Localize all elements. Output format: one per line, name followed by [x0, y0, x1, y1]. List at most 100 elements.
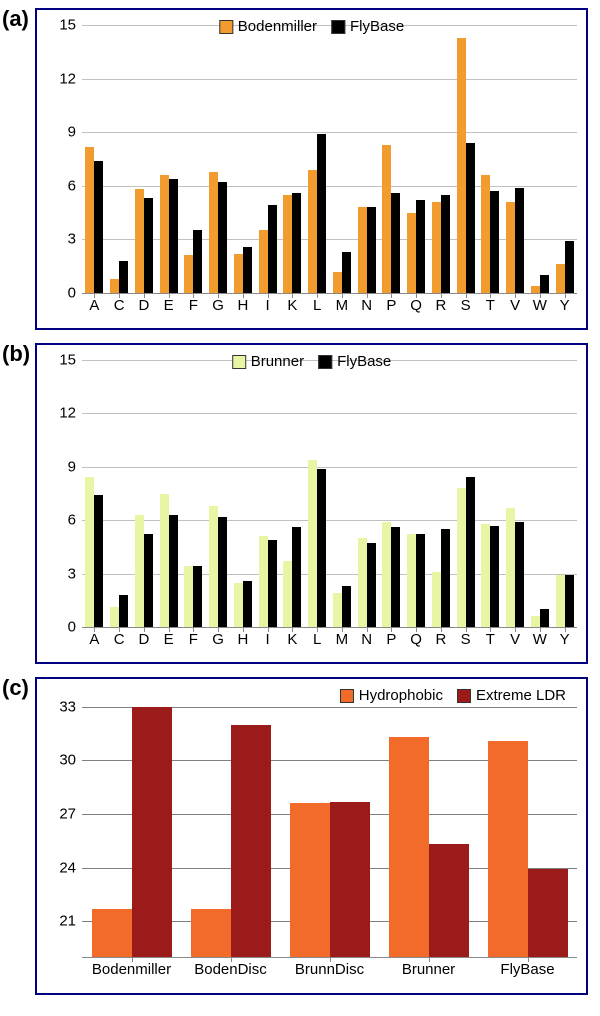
x-tick-label: C	[114, 627, 125, 648]
bar	[515, 522, 524, 627]
y-tick-label: 33	[46, 698, 82, 715]
bar	[209, 172, 218, 293]
panel_a-legend: BodenmillerFlyBase	[219, 18, 404, 35]
y-tick-label: 3	[46, 231, 82, 248]
bar	[565, 241, 574, 293]
legend-item: Hydrophobic	[340, 687, 443, 704]
x-tick-label: R	[435, 293, 446, 314]
bar	[234, 583, 243, 628]
bar	[292, 193, 301, 293]
bar	[92, 909, 132, 957]
bar	[283, 195, 292, 293]
bar	[85, 477, 94, 627]
x-tick-label: W	[533, 627, 547, 648]
bar	[342, 252, 351, 293]
y-tick-label: 12	[46, 405, 82, 422]
bar	[209, 506, 218, 627]
panel_a-label: (a)	[2, 6, 29, 32]
y-tick-label: 6	[46, 512, 82, 529]
x-axis	[82, 293, 577, 294]
x-tick-label: H	[237, 627, 248, 648]
x-tick-label: G	[212, 627, 224, 648]
gridline	[82, 574, 577, 575]
bar	[308, 170, 317, 293]
y-tick-label: 9	[46, 458, 82, 475]
x-tick-label: Q	[410, 293, 422, 314]
bar	[333, 593, 342, 627]
x-tick-label: W	[533, 293, 547, 314]
bar	[432, 572, 441, 627]
y-tick-label: 21	[46, 913, 82, 930]
x-tick-label: Bodenmiller	[92, 957, 171, 978]
bar	[94, 161, 103, 293]
bar	[169, 515, 178, 627]
panel_c-legend: Hydrophobic Extreme LDR	[340, 687, 566, 704]
y-tick-label: 30	[46, 752, 82, 769]
legend-swatch	[340, 689, 354, 703]
panel_b-legend: BrunnerFlyBase	[232, 353, 392, 370]
bar	[382, 145, 391, 293]
y-tick-label: 6	[46, 177, 82, 194]
bar	[416, 534, 425, 627]
bar	[565, 575, 574, 627]
gridline	[82, 413, 577, 414]
x-tick-label: A	[89, 627, 99, 648]
legend-label: Extreme LDR	[476, 687, 566, 704]
x-tick-label: Brunner	[402, 957, 455, 978]
x-tick-label: I	[266, 627, 270, 648]
x-tick-label: T	[486, 293, 495, 314]
bar	[531, 616, 540, 627]
y-tick-label: 15	[46, 17, 82, 34]
bar	[441, 529, 450, 627]
bar	[457, 488, 466, 627]
bar	[531, 286, 540, 293]
gridline	[82, 520, 577, 521]
x-tick-label: BrunnDisc	[295, 957, 364, 978]
gridline	[82, 132, 577, 133]
bar	[407, 534, 416, 627]
bar	[481, 175, 490, 293]
bar	[429, 844, 469, 957]
bar	[457, 38, 466, 293]
x-tick-label: Q	[410, 627, 422, 648]
legend-label: FlyBase	[337, 353, 391, 370]
bar	[358, 538, 367, 627]
legend-swatch	[219, 20, 233, 34]
bar	[490, 191, 499, 293]
bar	[268, 540, 277, 627]
x-tick-label: T	[486, 627, 495, 648]
y-tick-label: 27	[46, 806, 82, 823]
bar	[488, 741, 528, 957]
bar	[389, 737, 429, 957]
bar	[85, 147, 94, 294]
bar	[119, 261, 128, 293]
panel_a-plot: 03691215ACDEFGHIKLMNPQRSTVWY	[82, 25, 577, 293]
x-tick-label: N	[361, 293, 372, 314]
bar	[382, 522, 391, 627]
bar	[506, 508, 515, 627]
x-tick-label: I	[266, 293, 270, 314]
y-tick-label: 12	[46, 70, 82, 87]
panel_a: 03691215ACDEFGHIKLMNPQRSTVWYBodenmillerF…	[35, 8, 588, 330]
y-tick-label: 9	[46, 124, 82, 141]
panel_b-label: (b)	[2, 341, 30, 367]
bar	[243, 247, 252, 293]
x-tick-label: P	[386, 627, 396, 648]
bar	[556, 264, 565, 293]
y-tick-label: 0	[46, 285, 82, 302]
bar	[358, 207, 367, 293]
bar	[268, 205, 277, 293]
x-tick-label: G	[212, 293, 224, 314]
x-tick-label: A	[89, 293, 99, 314]
legend-item: Extreme LDR	[457, 687, 566, 704]
panel_b-plot: 03691215ACDEFGHIKLMNPQRSTVWY	[82, 360, 577, 627]
bar	[528, 869, 568, 957]
bar	[135, 189, 144, 293]
bar	[135, 515, 144, 627]
x-tick-label: FlyBase	[500, 957, 554, 978]
bar	[160, 175, 169, 293]
x-tick-label: M	[336, 293, 349, 314]
bar	[308, 460, 317, 627]
legend-label: Hydrophobic	[359, 687, 443, 704]
x-tick-label: D	[138, 293, 149, 314]
